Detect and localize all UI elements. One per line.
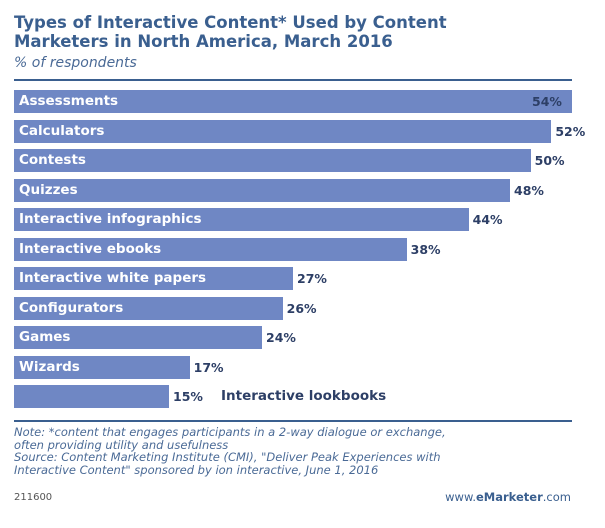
note-line-2: often providing utility and usefulness xyxy=(14,437,229,452)
brand-prefix: www. xyxy=(445,490,476,504)
bar xyxy=(14,208,469,231)
bar-value-label: 24% xyxy=(266,330,296,345)
bar-value-label: 48% xyxy=(514,182,544,198)
chart-id: 211600 xyxy=(14,492,53,503)
bar-category-label: Quizzes xyxy=(19,181,78,198)
brand-name: eMarketer xyxy=(475,490,543,504)
bar-value-label: 26% xyxy=(286,300,317,316)
bar-category-label: Interactive white papers xyxy=(19,270,207,286)
bar-category-label: Interactive ebooks xyxy=(19,240,162,257)
bar xyxy=(14,237,407,261)
bar xyxy=(14,355,190,379)
bar xyxy=(14,326,262,349)
bar-category-label: Interactive infographics xyxy=(19,211,202,227)
bar-value-label: 17% xyxy=(193,359,224,375)
bar-chart: 54% Assessments 52% Calculators 50% Contests 4… xyxy=(14,90,594,410)
bar-category-label: Games xyxy=(19,329,71,345)
bar xyxy=(14,178,510,202)
bar-category-label: Interactive lookbooks xyxy=(221,388,387,404)
bar-category-label: Calculators xyxy=(19,122,105,139)
chart-title-line-1: Types of Interactive Content* Used by Co… xyxy=(14,13,447,32)
source-line-1: Source: Content Marketing Institute (CMI… xyxy=(14,450,441,464)
brand-link[interactable]: www.eMarketer.com xyxy=(445,490,571,504)
bar-value-label: 50% xyxy=(534,153,565,168)
bar-value-label: 52% xyxy=(555,123,586,139)
bar-value-label: 15% xyxy=(173,389,203,404)
bar-value-label: 27% xyxy=(297,271,327,286)
top-divider xyxy=(14,79,572,81)
bar-category-label: Contests xyxy=(19,152,86,168)
chart-title-line-2: Marketers in North America, March 2016 xyxy=(14,32,393,51)
bar-value-label: 44% xyxy=(472,212,503,227)
bar xyxy=(14,267,293,290)
bar-value-label: 54% xyxy=(532,94,562,109)
bottom-divider xyxy=(14,420,572,422)
bar xyxy=(14,385,169,408)
bar xyxy=(14,119,552,143)
note-line-1: Note: *content that engages participants… xyxy=(14,425,446,439)
source-line-2: Interactive Content" sponsored by ion in… xyxy=(14,462,379,477)
bar xyxy=(14,90,572,113)
brand-suffix: .com xyxy=(542,490,571,504)
bar-category-label: Assessments xyxy=(19,93,119,109)
bar xyxy=(14,296,283,320)
bar-category-label: Wizards xyxy=(19,358,80,375)
bar xyxy=(14,149,531,172)
bar-value-label: 38% xyxy=(410,241,441,257)
chart-notes: Note: *content that engages participants… xyxy=(14,426,574,476)
chart-title: Types of Interactive Content* Used by Co… xyxy=(14,13,594,51)
bar-category-label: Configurators xyxy=(19,299,124,316)
chart-subtitle: % of respondents xyxy=(14,55,137,71)
